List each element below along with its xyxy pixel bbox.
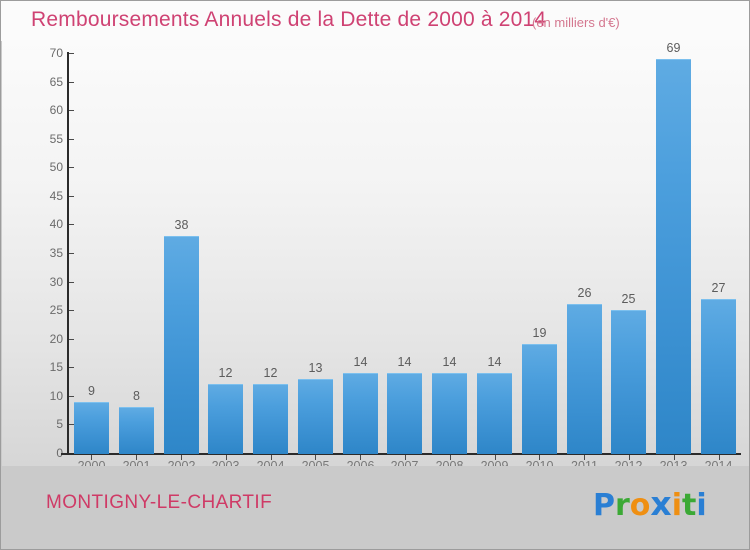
bar-value-label: 19 (532, 326, 547, 340)
bar[interactable] (253, 384, 288, 454)
bar[interactable] (522, 344, 557, 454)
y-tick-label: 50 (49, 160, 63, 175)
bar-value-label: 25 (621, 292, 636, 306)
y-tick-mark (69, 139, 74, 140)
y-tick-mark (69, 310, 74, 311)
y-tick-mark (69, 82, 74, 83)
title-band: Remboursements Annuels de la Dette de 20… (1, 1, 749, 41)
bar[interactable] (656, 59, 691, 454)
bar-value-label: 14 (397, 355, 412, 369)
commune-name: MONTIGNY-LE-CHARTIF (46, 492, 273, 513)
x-tick-mark (91, 455, 92, 460)
bar[interactable] (164, 236, 199, 454)
y-tick-mark (69, 282, 74, 283)
logo-letter-o: o (629, 488, 651, 523)
bar[interactable] (432, 373, 467, 454)
y-tick-mark (69, 367, 74, 368)
y-tick-label: 25 (49, 303, 63, 318)
x-tick-mark (136, 455, 137, 460)
y-tick-mark (69, 167, 74, 168)
y-tick-label: 5 (56, 417, 63, 432)
y-tick-label: 35 (49, 246, 63, 260)
y-tick-mark (69, 424, 74, 425)
y-tick-label: 30 (49, 274, 63, 289)
bar[interactable] (387, 373, 422, 454)
bar[interactable] (298, 379, 333, 454)
bar-value-label: 14 (442, 355, 457, 369)
y-tick-label: 70 (49, 46, 63, 60)
bar-value-label: 26 (577, 286, 592, 300)
x-tick-mark (719, 455, 720, 460)
bar[interactable] (611, 310, 646, 454)
x-tick-mark (450, 455, 451, 460)
x-tick-mark (629, 455, 630, 460)
y-tick-mark (69, 196, 74, 197)
y-tick-mark (69, 396, 74, 397)
y-tick-label: 20 (49, 331, 63, 346)
y-axis-line (67, 52, 69, 454)
chart-subtitle: (en milliers d'€) (532, 15, 620, 30)
x-tick-mark (495, 455, 496, 460)
y-tick-mark (69, 253, 74, 254)
bar-value-label: 9 (88, 384, 95, 398)
logo-letter-i-first: i (671, 488, 683, 523)
bar-value-label: 13 (308, 361, 323, 375)
proxiti-logo[interactable]: Proxiti (593, 484, 707, 523)
x-tick-mark (271, 455, 272, 460)
y-tick-label: 60 (49, 103, 63, 118)
bar[interactable] (119, 407, 154, 454)
y-axis-labels: 0 5 10 15 20 25 30 35 40 45 50 55 60 65 70 (29, 1, 63, 466)
x-tick-mark (181, 455, 182, 460)
y-tick-label: 40 (49, 217, 63, 232)
y-tick-label: 65 (49, 74, 63, 89)
page-title: Remboursements Annuels de la Dette de 20… (31, 8, 547, 31)
bar[interactable] (74, 402, 109, 454)
x-tick-mark (584, 455, 585, 460)
bar-value-label: 8 (133, 389, 140, 403)
y-tick-label: 0 (56, 446, 63, 460)
bar[interactable] (701, 299, 736, 454)
logo-letter-p: P (593, 488, 615, 523)
x-tick-mark (405, 455, 406, 460)
y-tick-label: 55 (49, 131, 63, 146)
y-tick-mark (69, 110, 74, 111)
x-axis-line (61, 453, 741, 455)
y-tick-mark (69, 224, 74, 225)
bar-value-label: 12 (263, 366, 278, 380)
x-tick-mark (674, 455, 675, 460)
logo-letter-i-second: i (696, 488, 707, 523)
footer: MONTIGNY-LE-CHARTIF Proxiti (2, 466, 749, 549)
bar[interactable] (567, 304, 602, 454)
x-tick-mark (226, 455, 227, 460)
x-tick-mark (539, 455, 540, 460)
bar[interactable] (208, 384, 243, 454)
logo-letter-t: t (682, 488, 697, 523)
y-tick-label: 15 (49, 360, 63, 375)
y-tick-mark (69, 53, 74, 54)
y-tick-label: 45 (49, 188, 63, 203)
logo-letter-r: r (615, 488, 630, 523)
bar-value-label: 14 (487, 355, 502, 369)
y-tick-mark (69, 339, 74, 340)
bar[interactable] (343, 373, 378, 454)
bar-value-label: 27 (711, 281, 726, 295)
bar-value-label: 69 (666, 41, 681, 55)
logo-letter-x: x (650, 484, 672, 523)
bar[interactable] (477, 373, 512, 454)
y-tick-label: 10 (49, 388, 63, 403)
bar-value-label: 38 (174, 218, 189, 232)
x-tick-mark (360, 455, 361, 460)
x-tick-mark (315, 455, 316, 460)
bar-value-label: 14 (353, 355, 368, 369)
bar-value-label: 12 (218, 366, 233, 380)
